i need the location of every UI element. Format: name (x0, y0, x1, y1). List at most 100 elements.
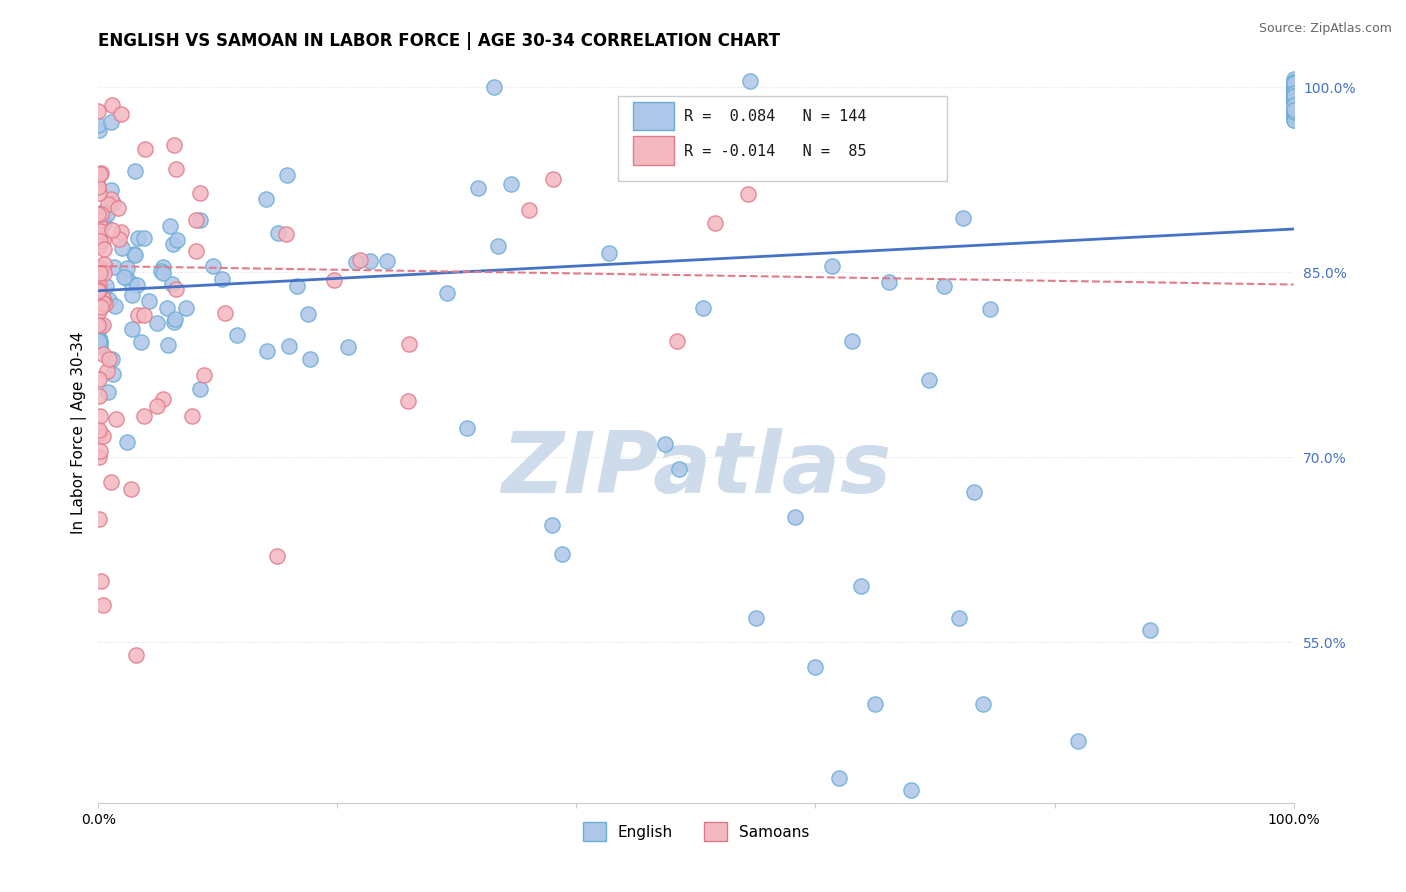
Legend: English, Samoans: English, Samoans (576, 816, 815, 847)
Point (1282, 88, 1305, 103)
Point (87, 334, 110, 348)
Point (467, 181, 489, 195)
Text: ZIPatlas: ZIPatlas (501, 428, 891, 511)
FancyBboxPatch shape (633, 102, 675, 130)
Point (654, 437, 676, 451)
Point (91, 289, 114, 303)
Point (1282, 86, 1305, 100)
Point (517, 202, 540, 217)
Point (91, 291, 114, 305)
Point (93, 257, 115, 271)
Point (1282, 109, 1305, 123)
Point (841, 334, 863, 348)
Point (115, 260, 138, 275)
Point (103, 260, 125, 275)
Point (276, 227, 298, 241)
Point (107, 231, 129, 245)
Point (211, 272, 233, 286)
Point (120, 276, 142, 290)
Point (114, 270, 136, 285)
Point (90, 319, 112, 334)
FancyBboxPatch shape (619, 95, 948, 181)
Point (285, 279, 308, 293)
Point (1282, 112, 1305, 127)
Point (1282, 93, 1305, 107)
Point (1282, 97, 1305, 112)
Point (1282, 93, 1305, 107)
Point (979, 302, 1001, 317)
Point (1282, 95, 1305, 109)
Point (484, 80, 506, 95)
Point (375, 253, 398, 268)
Point (398, 336, 420, 351)
Point (278, 339, 301, 353)
Point (877, 276, 900, 290)
Point (703, 216, 725, 230)
Point (101, 223, 124, 237)
Point (214, 306, 236, 320)
Point (124, 164, 146, 178)
Point (267, 227, 290, 241)
Point (1282, 75, 1305, 89)
Point (104, 299, 127, 313)
Point (91, 429, 114, 443)
Point (202, 260, 225, 274)
Point (396, 394, 419, 409)
Point (87, 232, 110, 246)
Point (1282, 91, 1305, 105)
Point (900, 783, 922, 797)
Point (188, 382, 211, 396)
Point (692, 301, 714, 315)
Point (1282, 103, 1305, 117)
Point (1282, 78, 1305, 93)
Point (193, 368, 215, 382)
Point (97, 384, 120, 399)
Point (156, 301, 179, 316)
Point (87, 216, 110, 230)
Point (93, 266, 115, 280)
Point (90, 287, 112, 301)
Point (90, 217, 112, 231)
Text: R =  0.084   N = 144: R = 0.084 N = 144 (685, 109, 866, 124)
Point (1282, 82, 1305, 96)
Point (101, 351, 124, 366)
Point (551, 547, 574, 561)
Point (963, 484, 986, 499)
Point (97, 197, 120, 211)
Point (87, 118, 110, 132)
Point (96, 206, 118, 220)
Point (89, 409, 111, 423)
Point (1282, 105, 1305, 120)
Point (89, 337, 111, 351)
Point (93, 216, 115, 230)
Point (93, 242, 115, 256)
Point (89, 339, 111, 353)
Point (344, 254, 367, 268)
Point (162, 237, 184, 252)
Point (132, 308, 155, 322)
Point (785, 509, 807, 524)
Point (127, 308, 149, 322)
Point (87, 276, 110, 290)
Point (87, 512, 110, 526)
Point (952, 211, 974, 225)
Point (89, 425, 111, 440)
Point (104, 412, 127, 426)
Point (89, 266, 111, 280)
Point (131, 334, 153, 349)
Point (1282, 76, 1305, 90)
Point (93, 297, 115, 311)
Point (254, 192, 277, 206)
Point (1282, 80, 1305, 95)
Point (359, 253, 381, 268)
Point (165, 161, 187, 176)
Point (121, 288, 143, 302)
Point (156, 338, 179, 352)
Point (115, 434, 138, 449)
Point (1282, 77, 1305, 91)
Point (90, 293, 112, 307)
Point (87, 186, 110, 200)
Point (87, 303, 110, 318)
Point (436, 285, 458, 300)
Point (186, 213, 208, 227)
